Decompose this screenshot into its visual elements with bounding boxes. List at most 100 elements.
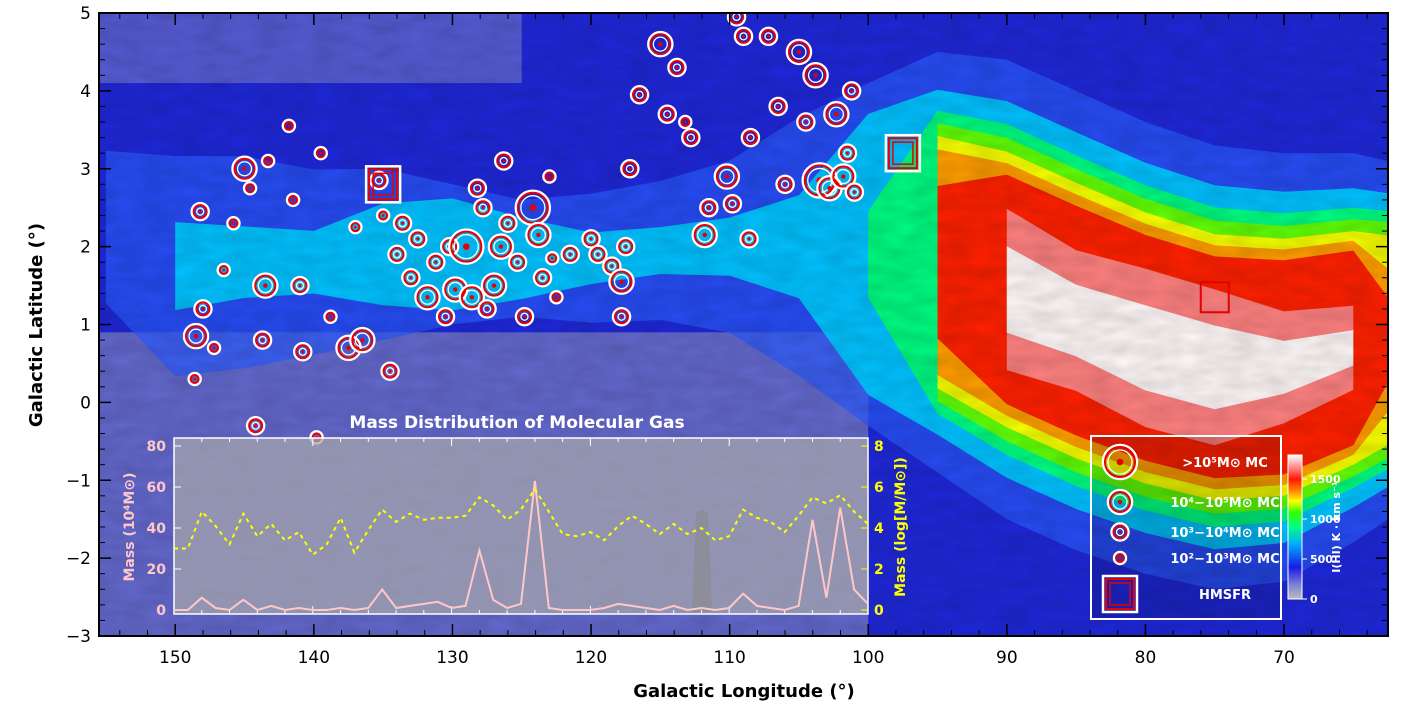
y-tick-label: 1 — [80, 316, 91, 336]
molecular-cloud-marker — [385, 367, 395, 376]
molecular-cloud-marker — [395, 252, 399, 256]
colorbar: 1500 1000 500 0 I(HI) K · km s⁻¹ — [1287, 454, 1343, 606]
molecular-cloud-marker — [285, 192, 301, 208]
x-tick-label: 120 — [575, 648, 607, 668]
colorbar-tick-label: 500 — [1310, 553, 1333, 566]
molecular-cloud-marker — [498, 244, 504, 249]
molecular-cloud-markers — [182, 13, 865, 445]
molecular-cloud-marker — [617, 312, 626, 321]
molecular-cloud-marker — [652, 36, 668, 52]
molecular-cloud-marker — [544, 251, 560, 266]
molecular-cloud-marker — [506, 221, 510, 225]
molecular-cloud-marker — [450, 230, 483, 263]
molecular-cloud-marker — [614, 309, 630, 325]
molecular-cloud-marker — [516, 260, 520, 264]
legend-label: 10⁴−10⁵M⊙ MC — [1170, 496, 1279, 511]
hmsfr-marker — [892, 141, 914, 165]
molecular-cloud-marker — [439, 236, 460, 257]
molecular-cloud-marker — [473, 184, 482, 193]
legend-mc-symbol — [1110, 522, 1130, 542]
molecular-cloud-marker — [458, 283, 486, 311]
molecular-cloud-marker — [499, 156, 508, 166]
inset-right-tick-label: 2 — [874, 562, 884, 578]
inset-background — [174, 438, 868, 614]
molecular-cloud-marker — [226, 216, 241, 231]
molecular-cloud-marker — [245, 183, 256, 194]
x-tick-label: 150 — [159, 648, 191, 668]
molecular-cloud-marker — [724, 174, 730, 179]
molecular-cloud-marker — [739, 32, 748, 41]
molecular-cloud-marker — [475, 186, 479, 190]
y-tick-label: −2 — [66, 549, 91, 569]
molecular-cloud-marker — [416, 237, 420, 241]
molecular-cloud-marker — [839, 145, 855, 161]
molecular-cloud-marker — [188, 328, 204, 344]
y-tick-label: 4 — [80, 82, 91, 102]
molecular-cloud-marker — [610, 264, 614, 268]
molecular-cloud-marker — [628, 167, 632, 171]
molecular-cloud-marker — [503, 219, 513, 228]
molecular-cloud-marker — [523, 315, 526, 319]
molecular-cloud-marker — [758, 26, 779, 47]
molecular-cloud-marker — [288, 194, 299, 205]
molecular-cloud-marker — [802, 62, 829, 89]
molecular-cloud-marker — [381, 214, 385, 217]
molecular-cloud-marker — [388, 369, 392, 373]
molecular-cloud-marker — [683, 130, 699, 146]
molecular-cloud-marker — [482, 304, 492, 314]
molecular-cloud-marker — [248, 418, 264, 434]
molecular-cloud-marker — [242, 166, 247, 171]
molecular-cloud-marker — [295, 344, 311, 360]
x-tick-label: 110 — [713, 648, 745, 668]
inset-title: Mass Distribution of Molecular Gas — [349, 413, 684, 433]
legend-hmsfr-symbol — [1105, 578, 1135, 610]
molecular-cloud-marker — [496, 153, 512, 169]
molecular-cloud-marker — [516, 191, 549, 224]
molecular-cloud-marker — [350, 222, 361, 233]
molecular-cloud-marker — [298, 284, 302, 287]
molecular-cloud-marker — [562, 246, 578, 262]
molecular-cloud-marker — [189, 374, 200, 385]
molecular-cloud-marker — [258, 335, 267, 345]
molecular-cloud-marker — [538, 273, 547, 282]
molecular-cloud-marker — [206, 340, 222, 356]
molecular-cloud-marker — [680, 117, 691, 128]
molecular-cloud-marker — [801, 117, 811, 127]
molecular-cloud-marker — [618, 239, 634, 255]
molecular-cloud-marker — [469, 180, 485, 196]
molecular-cloud-marker — [491, 283, 497, 288]
molecular-cloud-marker — [406, 273, 416, 282]
inset-right-tick-label: 0 — [874, 603, 884, 619]
molecular-cloud-marker — [550, 257, 554, 260]
molecular-cloud-marker — [498, 213, 518, 234]
inset-frame — [173, 437, 869, 615]
inset-series — [174, 480, 869, 612]
molecular-cloud-marker — [547, 253, 558, 264]
molecular-cloud-marker — [749, 136, 752, 140]
molecular-cloud-marker — [746, 133, 755, 142]
molecular-cloud-marker — [675, 66, 679, 69]
molecular-cloud-marker — [620, 159, 640, 179]
inset-right-tick-label: 8 — [874, 439, 884, 455]
molecular-cloud-marker — [477, 299, 497, 319]
molecular-cloud-marker — [823, 100, 850, 128]
molecular-cloud-marker — [425, 295, 430, 300]
molecular-cloud-marker — [480, 272, 508, 299]
molecular-cloud-marker — [549, 289, 564, 305]
molecular-cloud-marker — [704, 203, 713, 212]
molecular-cloud-marker — [510, 254, 526, 270]
molecular-cloud-marker — [548, 175, 551, 178]
molecular-cloud-marker — [198, 304, 208, 314]
legend-mc-symbol — [1107, 449, 1133, 475]
colorbar-gradient — [1288, 455, 1302, 599]
molecular-cloud-marker — [198, 210, 202, 214]
molecular-cloud-marker — [408, 229, 428, 249]
hmsfr-marker — [884, 133, 922, 173]
legend-mc-symbol — [1104, 446, 1136, 478]
molecular-cloud-marker — [435, 306, 456, 327]
colorbar-tick-label: 1000 — [1310, 513, 1341, 526]
molecular-cloud-marker — [283, 120, 294, 131]
molecular-cloud-marker — [212, 346, 216, 350]
molecular-cloud-marker — [460, 286, 483, 309]
